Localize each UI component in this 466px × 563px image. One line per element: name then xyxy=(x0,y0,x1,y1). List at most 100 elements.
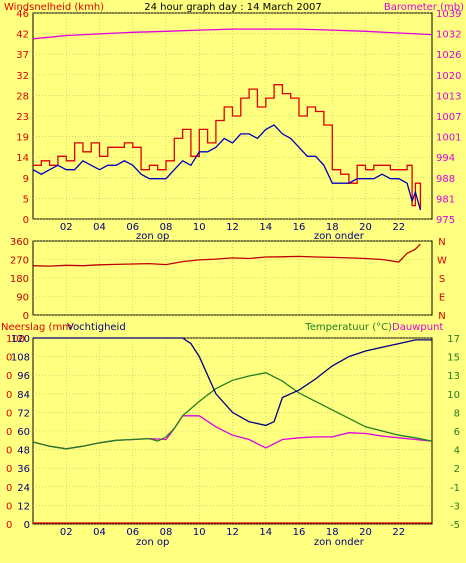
time-tick-label: 22 xyxy=(392,527,405,538)
rain-tick-label: 0 xyxy=(6,427,12,438)
barometer-tick-label: 1020 xyxy=(436,71,461,82)
time-tick-label: 16 xyxy=(293,222,306,233)
wind-tick-label: 19 xyxy=(16,133,29,144)
wind-tick-label: 5 xyxy=(23,194,29,205)
temperature-tick-label: -3 xyxy=(450,501,460,512)
temperature-tick-label: -1 xyxy=(450,483,460,494)
humidity-tick-label: 60 xyxy=(17,427,30,438)
sunrise-label: zon op xyxy=(136,231,169,242)
humidity-time-axis: 02 04 06 08 10 12 14 16 18 20 22 zon op zon onder xyxy=(60,527,405,548)
wind-average-line xyxy=(32,124,422,211)
humidity-tick-label: 24 xyxy=(17,483,30,494)
wind-gust-line xyxy=(33,84,422,210)
barometer-axis-title: Barometer (mb) xyxy=(384,2,464,13)
humidity-tick-label: 96 xyxy=(17,371,30,382)
time-tick-label: 12 xyxy=(226,222,239,233)
barometer-line xyxy=(32,28,433,40)
rain-axis-ticks: 0 0 0 0 0 0 0 0 0 0 100 xyxy=(6,334,25,531)
direction-degree-label: 180 xyxy=(10,274,29,285)
barometer-tick-label: 1007 xyxy=(436,112,461,123)
barometer-tick-label: 981 xyxy=(436,194,455,205)
humidity-tick-label: 12 xyxy=(17,501,30,512)
temperature-tick-label: 6 xyxy=(454,427,460,438)
wind-direction-line xyxy=(32,243,421,267)
sunrise-label: zon op xyxy=(136,537,169,548)
wind-axis-ticks: 0 5 9 14 19 23 28 32 37 42 46 xyxy=(16,9,29,226)
rain-tick-label: 0 xyxy=(6,408,12,419)
temperature-tick-label: 8 xyxy=(454,408,460,419)
humidity-tick-label: 84 xyxy=(17,390,30,401)
time-tick-label: 08 xyxy=(160,527,173,538)
temperature-tick-label: 13 xyxy=(447,371,460,382)
wind-panel-series xyxy=(32,28,433,211)
temperature-tick-label: 10 xyxy=(447,390,460,401)
wind-tick-label: 46 xyxy=(16,9,29,20)
time-tick-label: 06 xyxy=(126,222,139,233)
time-tick-label: 18 xyxy=(326,527,339,538)
time-tick-label: 14 xyxy=(259,222,272,233)
rain-axis-title: Neerslag (mm xyxy=(1,322,72,333)
wind-tick-label: 9 xyxy=(23,174,29,185)
humidity-axis-ticks: 0 12 24 36 48 60 72 84 96 108 120 xyxy=(11,334,30,531)
time-tick-label: 10 xyxy=(193,527,206,538)
wind-tick-label: 28 xyxy=(16,91,29,102)
humidity-tick-label: 48 xyxy=(17,446,30,457)
rain-tick-label: 0 xyxy=(6,501,12,512)
barometer-tick-label: 1026 xyxy=(436,50,461,61)
time-tick-label: 22 xyxy=(392,222,405,233)
wind-tick-label: 37 xyxy=(16,50,29,61)
rain-tick-label: 0 xyxy=(6,483,12,494)
barometer-tick-label: 1013 xyxy=(436,91,461,102)
wind-tick-label: 0 xyxy=(23,215,29,226)
humidity-tick-label: 72 xyxy=(17,408,30,419)
rain-tick-label: 0 xyxy=(6,353,12,364)
time-tick-label: 16 xyxy=(293,527,306,538)
rain-tick-label: 0 xyxy=(6,446,12,457)
direction-panel-series xyxy=(32,243,421,267)
time-tick-label: 04 xyxy=(93,222,106,233)
sunset-label: zon onder xyxy=(314,537,365,548)
barometer-tick-label: 1032 xyxy=(436,30,461,41)
wind-tick-label: 42 xyxy=(16,30,29,41)
temperature-line xyxy=(32,372,433,450)
time-tick-label: 04 xyxy=(93,527,106,538)
time-tick-label: 10 xyxy=(193,222,206,233)
direction-degree-label: 90 xyxy=(16,293,29,304)
humidity-axis-title: Vochtigheid xyxy=(67,322,126,333)
direction-compass-label: S xyxy=(439,274,445,285)
barometer-tick-label: 1001 xyxy=(436,133,461,144)
dewpoint-axis-title: Dauwpunt xyxy=(392,322,443,333)
direction-degree-label: 270 xyxy=(10,256,29,267)
barometer-tick-label: 988 xyxy=(436,174,455,185)
humidity-tick-label: 0 xyxy=(24,520,30,531)
time-tick-label: 08 xyxy=(160,222,173,233)
time-tick-label: 20 xyxy=(359,527,372,538)
time-tick-label: 14 xyxy=(259,527,272,538)
direction-compass-label: N xyxy=(438,237,445,248)
rain-tick-label: 0 xyxy=(6,371,12,382)
sunset-label: zon onder xyxy=(314,231,365,242)
temperature-axis-ticks: -5 -3 -1 2 4 6 8 10 13 15 17 xyxy=(447,334,460,531)
rain-tick-label: 0 xyxy=(6,464,12,475)
rain-tick-label: 0 xyxy=(6,520,12,531)
time-tick-label: 02 xyxy=(60,527,73,538)
humidity-tick-label: 36 xyxy=(17,464,30,475)
direction-compass-label: W xyxy=(437,256,447,267)
direction-compass-label: E xyxy=(439,293,445,304)
rain-tick-label: 0 xyxy=(6,390,12,401)
temperature-tick-label: 4 xyxy=(454,446,460,457)
humidity-tick-label: 120 xyxy=(11,334,30,345)
temperature-tick-label: 17 xyxy=(447,334,460,345)
direction-degree-ticks: 0 90 180 270 360 xyxy=(10,237,29,322)
direction-compass-label: N xyxy=(438,311,445,322)
humidity-line xyxy=(33,337,432,427)
wind-time-axis: 02 04 06 08 10 12 14 16 18 20 22 zon op zon onder xyxy=(60,222,405,242)
temperature-axis-title: Temperatuur (°C) xyxy=(304,322,392,333)
wind-tick-label: 32 xyxy=(16,71,29,82)
time-tick-label: 20 xyxy=(359,222,372,233)
wind-axis-title: Windsnelheid (kmh) xyxy=(4,2,104,13)
direction-degree-label: 360 xyxy=(10,237,29,248)
